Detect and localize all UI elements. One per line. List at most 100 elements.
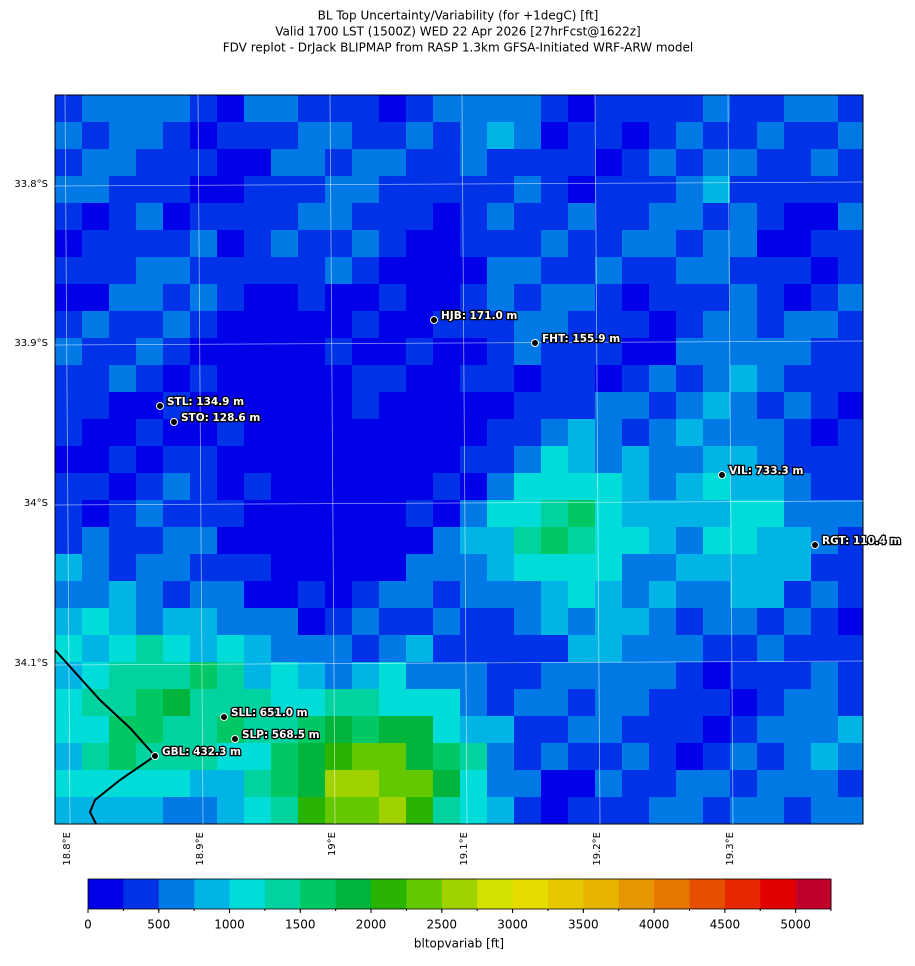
raster-cell [649,284,676,311]
raster-cell [595,446,622,473]
colorbar-swatch [264,879,301,909]
raster-cell [190,689,217,716]
grid-line [54,500,864,506]
station-marker [220,713,228,721]
raster-cell [703,311,730,338]
raster-cell [379,149,406,176]
raster-cell [676,419,703,446]
raster-cell [811,365,838,392]
raster-cell [109,797,136,824]
raster-cell [55,419,82,446]
raster-cell [622,257,649,284]
raster-cell [541,743,568,770]
raster-cell [298,500,325,527]
raster-cell [433,527,460,554]
raster-cell [190,365,217,392]
raster-cell [190,284,217,311]
raster-cell [136,635,163,662]
raster-cell [352,365,379,392]
raster-cell [82,203,109,230]
raster-cell [190,257,217,284]
raster-cell [676,122,703,149]
raster-cell [676,365,703,392]
raster-cell [55,257,82,284]
raster-cell [325,716,352,743]
raster-cell [541,95,568,122]
raster-cell [109,581,136,608]
raster-cell [325,392,352,419]
colorbar-swatch [795,879,832,909]
raster-cell [325,311,352,338]
raster-cell [487,608,514,635]
raster-cell [811,527,838,554]
colorbar-tick-label: 3500 [568,918,599,932]
raster-cell [379,689,406,716]
raster-cell [784,743,811,770]
lat-label: 33.8°S [14,179,48,190]
raster-cell [82,527,109,554]
raster-cell [325,149,352,176]
raster-cell [730,635,757,662]
raster-cell [541,770,568,797]
lon-label: 18.8°E [62,832,73,866]
station-marker [231,735,239,743]
raster-cell [676,635,703,662]
colorbar-swatch [724,879,761,909]
raster-cell [730,257,757,284]
raster-cell [379,311,406,338]
raster-cell [568,257,595,284]
raster-cell [352,608,379,635]
raster-cell [244,230,271,257]
raster-cell [82,338,109,365]
raster-cell [460,662,487,689]
title-line: FDV replot - DrJack BLIPMAP from RASP 1.… [223,41,693,55]
raster-cell [244,662,271,689]
station-marker [811,541,819,549]
raster-cell [433,365,460,392]
colorbar-tick-label: 4500 [710,918,741,932]
raster-cell [757,446,784,473]
raster-cell [811,608,838,635]
raster-cell [109,311,136,338]
raster-cell [595,176,622,203]
raster-cell [460,608,487,635]
raster-cell [352,122,379,149]
raster-cell [136,500,163,527]
raster-cell [460,581,487,608]
raster-cell [298,311,325,338]
raster-cell [622,176,649,203]
raster-cell [460,176,487,203]
coastline [54,649,157,825]
raster-cell [325,338,352,365]
raster-cell [784,716,811,743]
raster-cell [136,689,163,716]
raster-cell [271,284,298,311]
raster-cell [163,338,190,365]
raster-cell [595,311,622,338]
raster-cell [514,743,541,770]
raster-cell [298,446,325,473]
raster-cell [109,176,136,203]
raster-cell [217,689,244,716]
raster-cell [433,581,460,608]
raster-cell [55,446,82,473]
raster-cell [433,500,460,527]
raster-cell [325,419,352,446]
raster-cell [406,581,433,608]
raster-cell [784,689,811,716]
raster-cell [487,473,514,500]
raster-cell [595,392,622,419]
raster-cell [595,149,622,176]
raster-cell [82,500,109,527]
raster-cell [784,284,811,311]
raster-cell [190,554,217,581]
raster-cell [649,797,676,824]
raster-cell [82,446,109,473]
raster-cell [595,230,622,257]
raster-cell [190,149,217,176]
raster-cell [298,365,325,392]
raster-cell [541,500,568,527]
raster-cell [838,608,863,635]
raster-cell [379,419,406,446]
raster-cell [568,311,595,338]
